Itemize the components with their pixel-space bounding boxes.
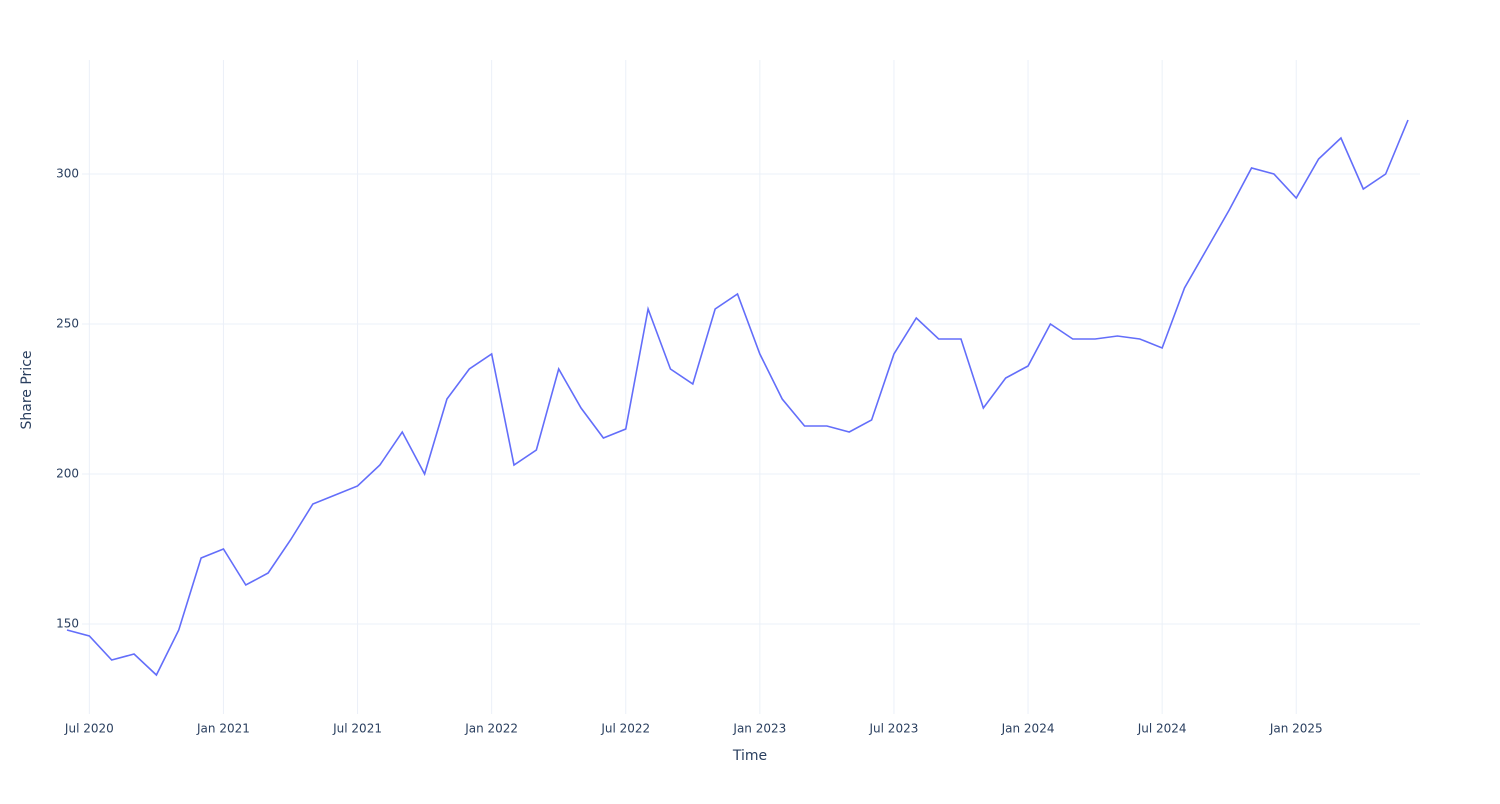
x-tick-label: Jul 2023 [869,722,919,736]
y-tick-label: 150 [56,617,79,631]
y-axis-label: Share Price [19,350,35,429]
y-tick-label: 300 [56,167,79,181]
y-tick-label: 200 [56,467,79,481]
x-tick-label: Jul 2024 [1137,722,1187,736]
price-line [66,119,1409,677]
x-tick-label: Jul 2022 [600,722,650,736]
x-tick-label: Jan 2021 [196,722,250,736]
x-tick-label: Jul 2020 [64,722,114,736]
x-tick-label: Jan 2024 [1001,722,1055,736]
x-tick-label: Jan 2023 [732,722,786,736]
x-tick-label: Jan 2022 [464,722,518,736]
x-tick-label: Jul 2021 [332,722,382,736]
x-tick-label: Jan 2025 [1269,722,1323,736]
x-axis-label: Time [732,748,767,764]
y-tick-label: 250 [56,317,79,331]
